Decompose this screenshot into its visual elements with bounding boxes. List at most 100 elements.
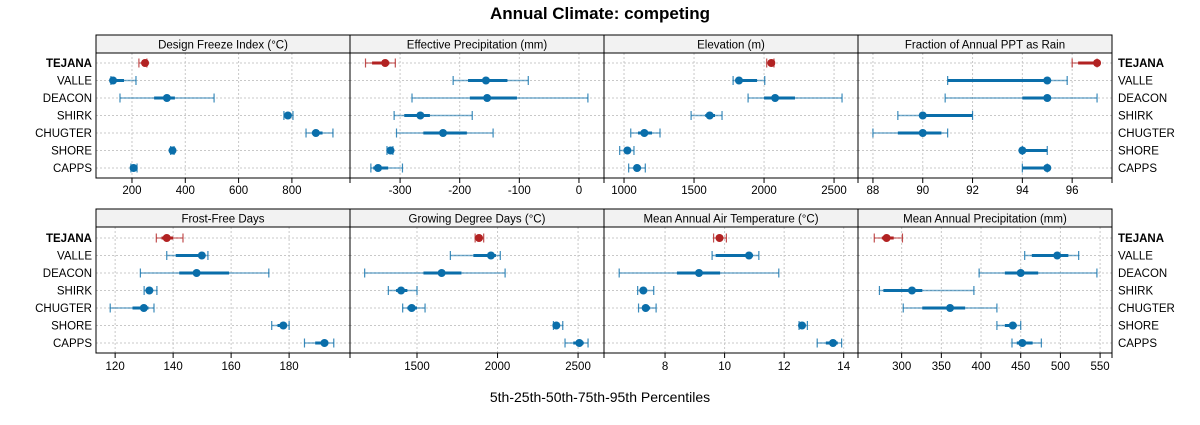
interval-deacon <box>364 268 506 278</box>
median-point <box>439 129 448 137</box>
interval-valle <box>732 76 766 85</box>
x-tick-label: 96 <box>1066 185 1079 197</box>
median-point <box>279 321 288 330</box>
median-point <box>715 234 724 242</box>
interval-valle <box>452 76 529 85</box>
site-label: DEACON <box>43 268 92 280</box>
interval-capps <box>628 163 646 173</box>
median-point <box>918 111 927 120</box>
site-label: SHIRK <box>1118 286 1153 298</box>
interval-capps <box>370 163 404 173</box>
site-label: VALLE <box>57 251 92 263</box>
median-point <box>1008 321 1017 330</box>
interval-shore <box>271 321 290 330</box>
interval-deacon <box>944 93 1098 103</box>
median-point <box>141 59 150 67</box>
median-point <box>640 129 649 137</box>
interval-shirk <box>143 286 158 295</box>
interval-shore <box>386 146 395 155</box>
median-point <box>907 286 916 295</box>
x-tick-label: 8 <box>662 361 668 373</box>
x-tick-label: 140 <box>164 361 183 373</box>
median-point <box>129 164 138 172</box>
panel: Elevation (m) 1000 1500 2000 2500 <box>603 34 859 197</box>
x-tick-label: -200 <box>448 185 471 197</box>
median-point <box>311 129 320 137</box>
x-tick-label: 90 <box>916 185 929 197</box>
site-label: VALLE <box>57 76 92 88</box>
x-tick-label: 450 <box>1011 361 1030 373</box>
panel-title: Mean Annual Precipitation (mm) <box>903 214 1067 226</box>
median-point <box>145 286 154 295</box>
panel: Design Freeze Index (°C) 200 400 600 800 <box>95 34 351 197</box>
x-tick-label: 350 <box>932 361 951 373</box>
median-point <box>1043 94 1052 102</box>
panel-title: Effective Precipitation (mm) <box>407 40 548 52</box>
median-point <box>162 94 171 102</box>
interval-shirk <box>690 111 723 120</box>
interval-deacon <box>618 268 780 278</box>
median-point <box>946 304 955 312</box>
x-tick-label: 88 <box>867 185 880 197</box>
panel-border <box>857 226 1113 354</box>
panel: Mean Annual Air Temperature (°C) 8 10 12 14 <box>603 208 859 373</box>
median-point <box>633 164 642 172</box>
x-tick-label: -100 <box>508 185 531 197</box>
median-point <box>397 286 406 295</box>
median-point <box>641 304 650 312</box>
median-point <box>1053 251 1062 260</box>
interval-deacon <box>411 93 589 103</box>
x-tick-label: 200 <box>122 185 141 197</box>
x-tick-label: 1500 <box>681 185 707 197</box>
interval-shore <box>996 321 1022 330</box>
x-tick-label: 300 <box>892 361 911 373</box>
site-label: SHORE <box>51 146 92 158</box>
interval-deacon <box>747 93 843 103</box>
panel-title: Elevation (m) <box>697 40 765 52</box>
median-point <box>197 251 206 260</box>
interval-chugter <box>402 303 426 313</box>
x-axis-label: 5th-25th-50th-75th-95th Percentiles <box>489 389 711 405</box>
site-label: CHUGTER <box>35 303 92 315</box>
x-tick-label: 120 <box>106 361 125 373</box>
interval-capps <box>129 163 138 173</box>
panel: Frost-Free Days 120 140 160 180 <box>95 208 351 373</box>
x-tick-label: 500 <box>1051 361 1070 373</box>
site-label: SHORE <box>1118 146 1159 158</box>
interval-shore <box>1018 146 1048 155</box>
interval-tejana <box>474 233 485 243</box>
median-point <box>381 59 390 67</box>
median-point <box>734 76 743 85</box>
site-label: DEACON <box>43 93 92 105</box>
site-label: SHIRK <box>1118 111 1153 123</box>
site-label: CAPPS <box>1118 163 1157 175</box>
interval-tejana <box>873 233 904 243</box>
median-point <box>918 129 927 137</box>
median-point <box>109 76 118 85</box>
median-point <box>828 339 837 347</box>
interval-tejana <box>766 58 776 68</box>
site-label: DEACON <box>1118 268 1167 280</box>
median-point <box>623 146 632 155</box>
panel: Fraction of Annual PPT as Rain 88 90 92 94 96 <box>857 34 1113 197</box>
panel-title: Fraction of Annual PPT as Rain <box>905 40 1065 52</box>
x-tick-label: 550 <box>1091 361 1110 373</box>
median-point <box>552 321 561 330</box>
site-label: CHUGTER <box>35 128 92 140</box>
x-tick-label: 160 <box>222 361 241 373</box>
median-point <box>694 269 703 277</box>
site-label: SHIRK <box>57 111 92 123</box>
x-tick-label: 180 <box>280 361 299 373</box>
interval-chugter <box>305 128 334 138</box>
interval-shore <box>168 146 177 155</box>
site-label: TEJANA <box>46 233 92 245</box>
interval-tejana <box>712 233 727 243</box>
interval-tejana <box>1071 58 1102 68</box>
x-tick-label: 0 <box>576 185 582 197</box>
median-point <box>168 146 177 155</box>
interval-tejana <box>155 233 184 243</box>
site-label: TEJANA <box>1118 233 1164 245</box>
interval-chugter <box>872 128 949 138</box>
x-tick-label: 92 <box>966 185 979 197</box>
